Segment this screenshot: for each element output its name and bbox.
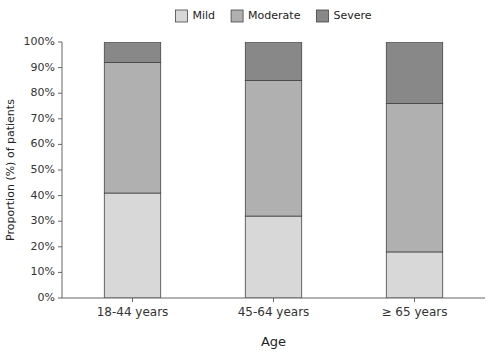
y-tick <box>58 195 62 196</box>
y-tick <box>58 272 62 273</box>
y-tick-label: 30% <box>31 214 55 227</box>
legend-label: Mild <box>193 9 216 22</box>
series <box>104 42 442 103</box>
y-tick-label: 20% <box>31 240 55 253</box>
legend-label: Severe <box>333 9 371 22</box>
chart: 0% 10% 20% 30% 40% 50% 60% 70% 80% 90% 100% 18-44 y… <box>0 0 500 356</box>
y-tick-label: 0% <box>38 291 55 304</box>
bar-segment <box>104 193 160 298</box>
bar-segment <box>386 42 442 103</box>
bar-segment <box>245 42 301 80</box>
bars <box>104 42 442 298</box>
x-tick-label: 18-44 years <box>97 305 169 319</box>
y-tick <box>58 42 62 43</box>
x-axis: 18-44 years 45-64 years ≥ 65 years <box>97 298 448 319</box>
y-tick <box>58 221 62 222</box>
legend: Mild Moderate Severe <box>176 9 372 22</box>
legend-swatch <box>231 10 243 22</box>
x-tick <box>273 298 274 302</box>
y-tick-label: 80% <box>31 86 55 99</box>
y-tick <box>58 298 62 299</box>
legend-item: Mild <box>176 9 216 22</box>
bar-segment <box>104 42 160 62</box>
legend-item: Severe <box>316 9 371 22</box>
y-tick-label: 60% <box>31 137 55 150</box>
y-tick <box>58 93 62 94</box>
y-tick <box>58 246 62 247</box>
legend-label: Moderate <box>248 9 301 22</box>
y-axis-label: Proportion (%) of patients <box>4 99 17 241</box>
x-tick <box>414 298 415 302</box>
page: {"chart_data": {"type": "bar", "stacked"… <box>0 0 500 356</box>
y-tick-label: 10% <box>31 265 55 278</box>
legend-item: Moderate <box>231 9 301 22</box>
y-tick-label: 50% <box>31 163 55 176</box>
y-axis: 0% 10% 20% 30% 40% 50% 60% 70% 80% 90% 100% <box>24 35 62 304</box>
bar-segment <box>386 103 442 251</box>
x-axis-label: Age <box>261 334 286 349</box>
y-tick <box>58 144 62 145</box>
bar-segment <box>104 62 160 193</box>
y-tick-label: 40% <box>31 189 55 202</box>
background <box>0 0 500 356</box>
x-tick-label: ≥ 65 years <box>382 305 448 319</box>
x-tick-label: 45-64 years <box>238 305 310 319</box>
y-tick-label: 100% <box>24 35 55 48</box>
legend-swatch <box>316 10 328 22</box>
bar-segment <box>245 80 301 216</box>
y-tick-label: 90% <box>31 61 55 74</box>
y-tick <box>58 118 62 119</box>
y-axis-line <box>62 42 63 298</box>
y-tick-label: 70% <box>31 112 55 125</box>
y-tick <box>58 67 62 68</box>
y-tick <box>58 170 62 171</box>
bar-segment <box>386 252 442 298</box>
x-tick <box>132 298 133 302</box>
legend-swatch <box>176 10 188 22</box>
bar-segment <box>245 216 301 298</box>
